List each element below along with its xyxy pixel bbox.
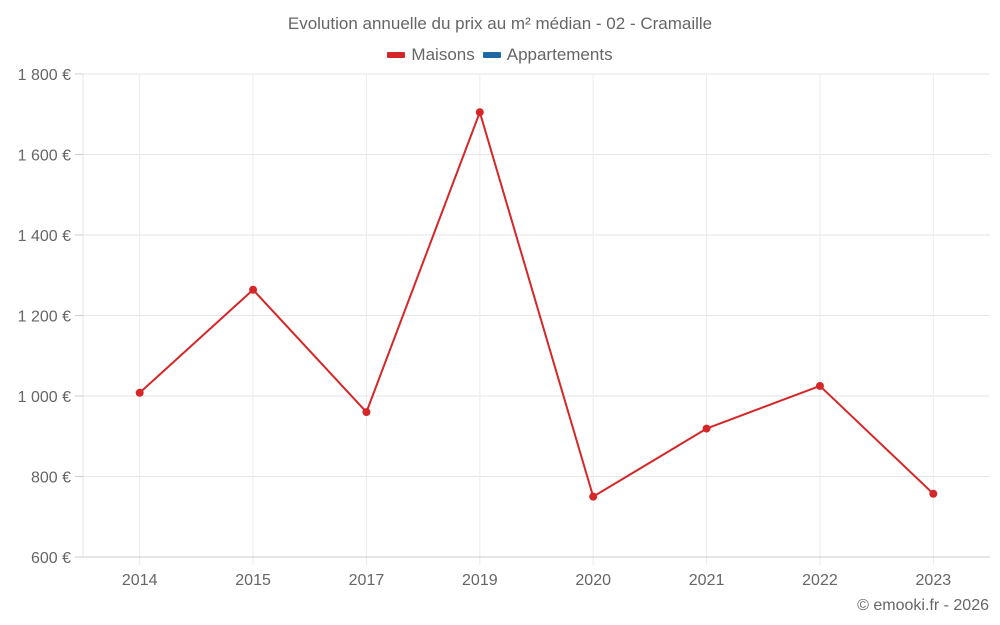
- x-tick-label: 2014: [122, 572, 158, 589]
- chart-title: Evolution annuelle du prix au m² médian …: [287, 14, 713, 33]
- x-tick-label: 2020: [575, 572, 611, 589]
- legend-item-appartements[interactable]: Appartements: [482, 45, 613, 65]
- data-point[interactable]: [815, 381, 824, 390]
- y-tick-label: 1 400 €: [18, 228, 71, 245]
- y-tick-label: 1 800 €: [18, 67, 71, 84]
- legend-item-maisons[interactable]: Maisons: [387, 45, 475, 65]
- gridlines: [82, 73, 990, 565]
- data-point[interactable]: [929, 489, 938, 498]
- legend-label-maisons: Maisons: [411, 45, 475, 64]
- chart-legend: Maisons Appartements: [0, 45, 1000, 65]
- y-tick-label: 600 €: [31, 550, 71, 567]
- x-tick-label: 2023: [916, 572, 952, 589]
- legend-swatch-appartements-icon: [482, 52, 501, 58]
- y-tick-label: 1 600 €: [18, 148, 71, 165]
- data-point[interactable]: [362, 408, 371, 417]
- x-tick-label: 2017: [349, 572, 385, 589]
- series-maisons: [135, 108, 938, 501]
- legend-label-appartements: Appartements: [506, 45, 613, 64]
- y-axis: 600 € 800 € 1 000 € 1 200 € 1 400 € 1 600 € 1 …: [18, 67, 83, 567]
- data-point[interactable]: [249, 285, 258, 294]
- y-tick-label: 1 200 €: [18, 309, 71, 326]
- data-point[interactable]: [135, 388, 144, 397]
- credit-text: © emooki.fr - 2026: [857, 597, 989, 614]
- legend-swatch-maisons-icon: [387, 52, 406, 58]
- data-point[interactable]: [589, 492, 598, 501]
- data-point[interactable]: [702, 424, 711, 433]
- x-tick-label: 2019: [462, 572, 498, 589]
- x-axis: 2014 2015 2017 2019 2020 2021 2022 2023: [83, 556, 990, 589]
- x-tick-label: 2021: [689, 572, 725, 589]
- x-tick-label: 2015: [235, 572, 271, 589]
- y-tick-label: 1 000 €: [18, 389, 71, 406]
- y-tick-label: 800 €: [31, 470, 71, 487]
- data-point[interactable]: [475, 108, 484, 117]
- x-tick-label: 2022: [802, 572, 838, 589]
- series-line-maisons: [139, 111, 935, 498]
